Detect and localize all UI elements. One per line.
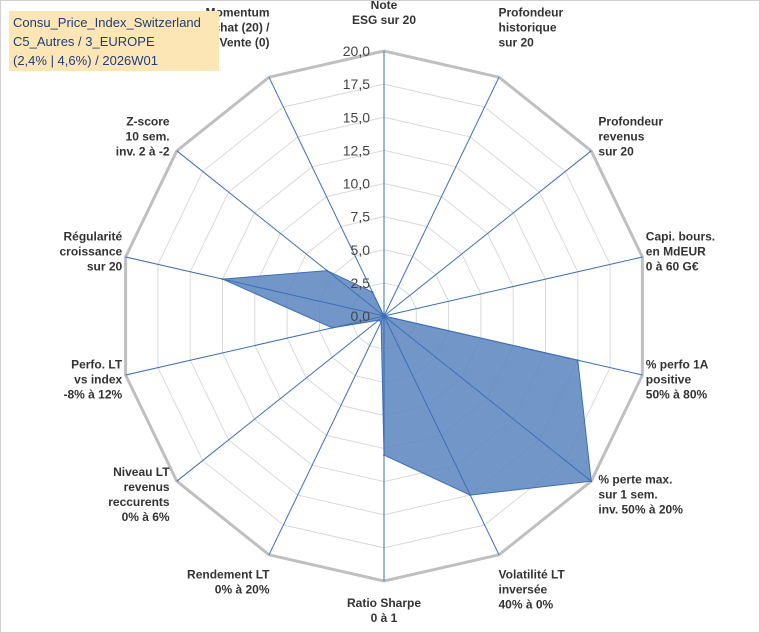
axis-label-line: 40% à 0% — [499, 598, 554, 612]
axis-label-line: % perfo 1A — [646, 357, 709, 371]
axis-spoke — [383, 76, 500, 317]
axis-label-line: Note — [371, 1, 398, 12]
axis-label-line: sur 20 — [598, 145, 634, 159]
axis-label-line: reccurents — [108, 495, 170, 509]
tick-label: 12,5 — [343, 142, 370, 158]
axis-label-line: % perte max. — [598, 472, 672, 486]
axis-spoke — [125, 256, 385, 317]
axis-spoke — [383, 315, 500, 556]
tick-label: 2,5 — [351, 275, 371, 291]
axis-spoke — [176, 150, 385, 317]
axis-label: Ratio Sharpe 0 à 1 — [347, 596, 421, 625]
axis-label-line: Perfo. LT — [71, 357, 123, 371]
axis-label-line: 0 à 1 — [371, 611, 398, 625]
axis-label-line: 0 à 60 G€ — [646, 260, 699, 274]
axis-label-line: historique — [499, 20, 557, 34]
axis-label-line: ESG sur 20 — [352, 13, 416, 27]
axis-spoke — [383, 150, 592, 317]
axis-label-line: sur 1 sem. — [598, 487, 657, 501]
tick-label: 17,5 — [343, 76, 370, 92]
axis-label: % perte max. sur 1 sem. inv. 50% à 20% — [598, 472, 683, 516]
tick-label: 5,0 — [351, 242, 371, 258]
axis-label-line: 0% à 20% — [215, 583, 270, 597]
radar-series — [221, 269, 593, 497]
axis-label: Profondeur revenus sur 20 — [598, 115, 663, 159]
axis-label: Capi. bours. en MdEUR 0 à 60 G€ — [646, 230, 715, 274]
axis-label-line: Achat (20) / — [205, 20, 270, 34]
axis-label-line: inv. 2 à -2 — [116, 145, 170, 159]
axis-label-line: 0% à 6% — [122, 510, 170, 524]
axis-label: % perfo 1A positive 50% à 80% — [646, 357, 709, 401]
axis-label: Momentum Achat (20) / Vente (0) — [205, 5, 270, 49]
axis-spoke — [268, 76, 385, 317]
axis-label: Note ESG sur 20 — [352, 1, 416, 27]
title-line-3: (2,4% | 4,6%) / 2026W01 — [13, 53, 159, 68]
series-area — [222, 270, 592, 496]
axis-label-line: Capi. bours. — [646, 230, 715, 244]
axis-label: Régularité croissance sur 20 — [59, 230, 122, 274]
tick-label: 20,0 — [343, 43, 370, 59]
axis-label-line: Vente (0) — [219, 35, 269, 49]
axis-label: Z-score 10 sem. inv. 2 à -2 — [116, 115, 170, 159]
axis-label: Perfo. LT vs index -8% à 12% — [63, 357, 122, 401]
axis-spoke — [176, 315, 385, 482]
axis-label-line: 50% à 80% — [646, 387, 708, 401]
axis-label-line: inversée — [499, 583, 548, 597]
axis-label-line: inv. 50% à 20% — [598, 502, 683, 516]
axis-label-line: sur 20 — [499, 35, 535, 49]
axis-label-line: -8% à 12% — [63, 387, 122, 401]
axis-label-line: croissance — [59, 245, 122, 259]
title-line-2: C5_Autres / 3_EUROPE — [13, 34, 155, 49]
axis-label-line: sur 20 — [87, 260, 123, 274]
axis-label-line: Z-score — [126, 115, 170, 129]
radar-tick-labels: 0,0 2,5 5,0 7,5 10,0 12,5 15,0 17,5 20,0 — [343, 43, 370, 324]
tick-label: 15,0 — [343, 109, 370, 125]
axis-spoke — [125, 315, 385, 376]
radar-axes — [125, 51, 643, 581]
axis-label-line: vs index — [74, 372, 122, 386]
axis-label-line: Ratio Sharpe — [347, 596, 421, 610]
axis-label-line: positive — [646, 372, 692, 386]
axis-label-line: Profondeur — [598, 115, 663, 129]
axis-label: Profondeur historique sur 20 — [499, 5, 564, 49]
axis-label-line: en MdEUR — [646, 245, 706, 259]
axis-spoke — [383, 315, 643, 376]
tick-label: 0,0 — [351, 308, 371, 324]
axis-label-line: Niveau LT — [113, 465, 170, 479]
axis-label-line: Momentum — [206, 5, 270, 19]
axis-label: Volatilité LT inversée 40% à 0% — [499, 568, 566, 612]
axis-label-line: Rendement LT — [187, 568, 270, 582]
axis-label-line: Régularité — [64, 230, 123, 244]
axis-spoke — [383, 256, 643, 317]
axis-label: Niveau LT revenus reccurents 0% à 6% — [108, 465, 170, 524]
axis-label-line: revenus — [598, 130, 644, 144]
axis-spoke — [268, 315, 385, 556]
tick-label: 7,5 — [351, 209, 371, 225]
axis-label-line: revenus — [124, 480, 170, 494]
axis-label-line: 10 sem. — [126, 130, 170, 144]
tick-label: 10,0 — [343, 176, 370, 192]
axis-label-line: Profondeur — [499, 5, 564, 19]
chart-title-box: Consu_Price_Index_Switzerland C5_Autres … — [9, 11, 219, 71]
axis-spoke — [383, 315, 592, 482]
axis-label-line: Volatilité LT — [499, 568, 566, 582]
title-line-1: Consu_Price_Index_Switzerland — [13, 15, 201, 30]
axis-label: Rendement LT 0% à 20% — [187, 568, 270, 597]
